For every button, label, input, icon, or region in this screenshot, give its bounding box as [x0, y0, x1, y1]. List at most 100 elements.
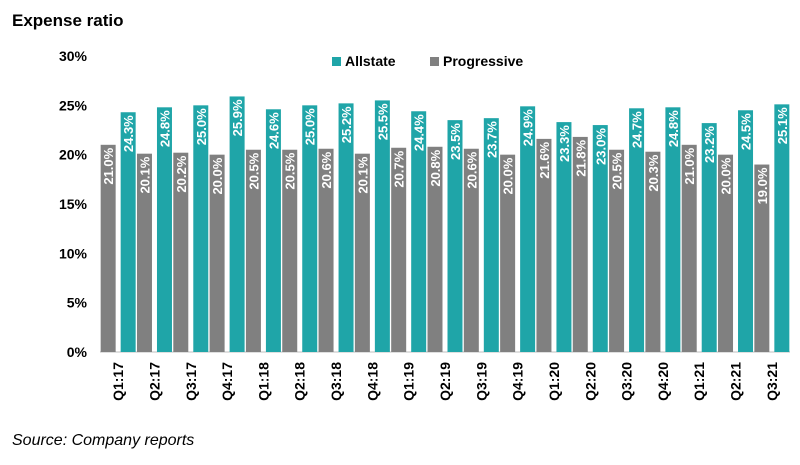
allstate-bar: [520, 106, 536, 352]
progressive-bar: [391, 147, 407, 352]
y-tick-label: 20%: [59, 147, 88, 163]
x-tick-label: Q1:18: [255, 362, 271, 401]
allstate-data-label: 23.0%: [593, 128, 608, 165]
x-tick-label: Q1:19: [401, 362, 417, 401]
progressive-bar: [136, 153, 152, 352]
allstate-bar: [374, 100, 390, 353]
allstate-bar: [229, 96, 245, 352]
allstate-data-label: 24.7%: [630, 111, 645, 148]
allstate-bar: [193, 105, 209, 352]
allstate-data-label: 25.2%: [339, 106, 354, 143]
allstate-data-label: 24.6%: [266, 112, 281, 149]
progressive-data-label: 20.6%: [319, 151, 334, 188]
x-tick-label: Q3:17: [183, 362, 199, 401]
x-tick-label: Q2:20: [582, 362, 598, 401]
progressive-bar: [245, 149, 261, 352]
progressive-bar: [173, 152, 189, 352]
progressive-data-label: 20.0%: [501, 157, 516, 194]
x-tick-label: Q4:17: [219, 362, 235, 401]
y-tick-label: 0%: [67, 344, 88, 360]
allstate-data-label: 23.5%: [448, 123, 463, 160]
allstate-bar: [302, 105, 318, 352]
allstate-data-label: 23.7%: [484, 121, 499, 158]
y-tick-label: 25%: [59, 97, 88, 113]
allstate-data-label: 23.2%: [702, 126, 717, 163]
progressive-bar: [463, 148, 479, 352]
allstate-bar: [411, 111, 427, 353]
legend-swatch-progressive: [430, 57, 439, 66]
allstate-bar: [556, 122, 572, 353]
allstate-bar: [156, 107, 172, 352]
allstate-data-label: 24.9%: [521, 109, 536, 146]
allstate-bar: [120, 112, 136, 353]
allstate-data-label: 24.8%: [157, 110, 172, 147]
allstate-bar: [774, 104, 790, 352]
allstate-bar: [265, 109, 281, 352]
allstate-data-label: 25.0%: [194, 108, 209, 145]
progressive-bar: [609, 149, 625, 352]
allstate-data-label: 24.4%: [412, 114, 427, 151]
allstate-bar: [483, 118, 499, 352]
allstate-bar: [629, 108, 645, 352]
x-tick-label: Q3:19: [473, 362, 489, 401]
source-note: Source: Company reports: [12, 432, 195, 449]
progressive-data-label: 20.8%: [428, 149, 443, 186]
allstate-bar: [338, 103, 354, 352]
allstate-data-label: 24.8%: [666, 110, 681, 147]
progressive-bar: [209, 154, 225, 352]
progressive-bar: [718, 154, 734, 352]
progressive-bar: [100, 144, 116, 352]
progressive-data-label: 21.0%: [682, 147, 697, 184]
progressive-bar: [354, 153, 370, 352]
progressive-data-label: 20.0%: [210, 157, 225, 194]
allstate-data-label: 25.9%: [230, 99, 245, 136]
x-tick-label: Q3:20: [619, 362, 635, 401]
y-tick-label: 15%: [59, 196, 88, 212]
allstate-bar: [447, 120, 463, 352]
progressive-data-label: 20.5%: [283, 152, 298, 189]
allstate-bar: [665, 107, 681, 352]
progressive-data-label: 20.3%: [646, 154, 661, 191]
progressive-data-label: 20.2%: [174, 155, 189, 192]
progressive-bar: [572, 136, 588, 352]
y-tick-label: 10%: [59, 245, 88, 261]
progressive-data-label: 20.0%: [719, 157, 734, 194]
x-tick-label: Q2:17: [146, 362, 162, 401]
progressive-data-label: 20.5%: [610, 152, 625, 189]
y-tick-label: 5%: [67, 295, 88, 311]
allstate-bar: [738, 110, 754, 353]
x-tick-label: Q2:18: [292, 362, 308, 401]
x-tick-label: Q4:20: [655, 362, 671, 401]
x-tick-label: Q1:21: [691, 362, 707, 401]
legend-label-progressive: Progressive: [443, 53, 523, 69]
progressive-data-label: 20.5%: [246, 152, 261, 189]
allstate-data-label: 25.1%: [775, 107, 790, 144]
x-tick-label: Q4:18: [364, 362, 380, 401]
chart-title: Expense ratio: [12, 11, 124, 30]
progressive-data-label: 21.6%: [537, 141, 552, 178]
progressive-data-label: 21.8%: [573, 139, 588, 176]
progressive-data-label: 20.6%: [464, 151, 479, 188]
x-tick-label: Q2:19: [437, 362, 453, 401]
progressive-bar: [500, 154, 516, 352]
progressive-data-label: 20.1%: [355, 156, 370, 193]
progressive-bar: [318, 148, 334, 352]
legend-label-allstate: Allstate: [345, 53, 396, 69]
allstate-data-label: 23.3%: [557, 125, 572, 162]
progressive-data-label: 20.1%: [137, 156, 152, 193]
allstate-data-label: 25.0%: [303, 108, 318, 145]
progressive-bar: [754, 164, 770, 352]
progressive-bar: [282, 149, 298, 352]
progressive-bar: [645, 151, 661, 352]
x-tick-label: Q4:19: [510, 362, 526, 401]
x-tick-label: Q2:21: [728, 362, 744, 401]
allstate-data-label: 24.3%: [121, 115, 136, 152]
x-tick-label: Q3:18: [328, 362, 344, 401]
x-tick-label: Q3:21: [764, 362, 780, 401]
y-tick-label: 30%: [59, 48, 88, 64]
allstate-data-label: 24.5%: [739, 113, 754, 150]
progressive-bar: [681, 144, 697, 352]
allstate-data-label: 25.5%: [375, 103, 390, 140]
x-tick-label: Q1:20: [546, 362, 562, 401]
